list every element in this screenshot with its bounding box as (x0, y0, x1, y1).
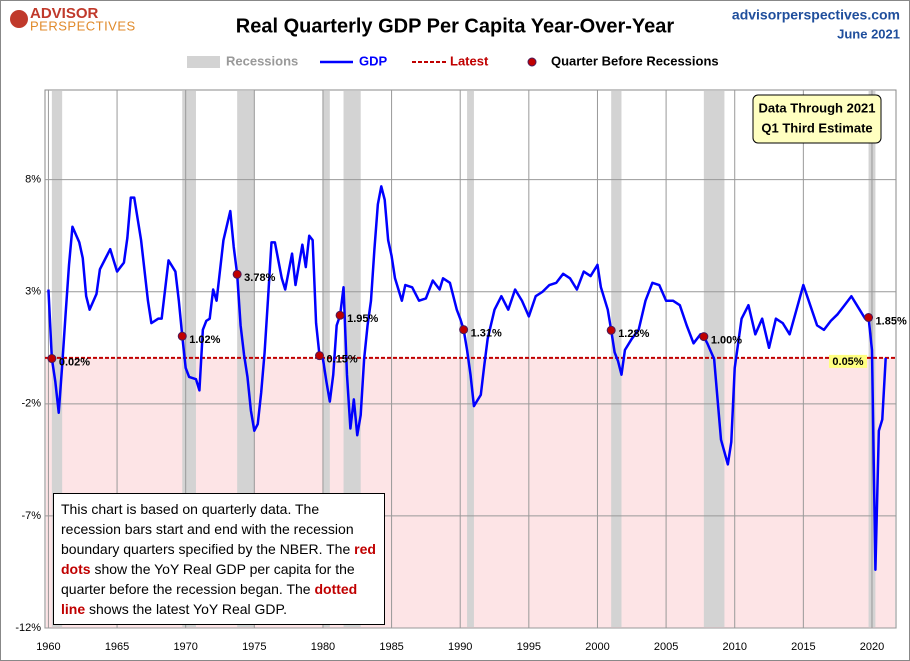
y-tick-label: 8% (25, 174, 41, 186)
date: June 2021 (837, 26, 900, 41)
x-tick-label: 2000 (585, 641, 609, 653)
logo-top: ADVISOR (30, 5, 99, 22)
x-tick-label: 2015 (791, 641, 815, 653)
marker-dot (315, 351, 325, 361)
marker-dot (459, 325, 469, 335)
legend-swatch (527, 57, 537, 67)
note-text: This chart is based on quarterly data. T… (61, 501, 355, 557)
marker-dot (606, 325, 616, 335)
legend-label: Quarter Before Recessions (551, 53, 719, 68)
logo-icon (10, 10, 28, 28)
x-tick-label: 1985 (379, 641, 403, 653)
marker-label: 1.31% (471, 328, 502, 340)
marker-label: 0.02% (59, 356, 90, 368)
y-tick-label: 3% (25, 286, 41, 298)
y-tick-label: -2% (21, 398, 41, 410)
marker-label: 1.00% (711, 334, 742, 346)
x-tick-label: 1995 (517, 641, 541, 653)
marker-label: 0.15% (327, 354, 358, 366)
y-tick-label: -12% (15, 622, 41, 634)
x-tick-label: 1975 (242, 641, 266, 653)
recession-bar (322, 91, 330, 627)
marker-dot (335, 310, 345, 320)
annotation-text: Data Through 2021 (758, 100, 875, 115)
legend-label: Recessions (226, 53, 298, 68)
latest-label-bg (829, 354, 867, 368)
x-tick-label: 1970 (173, 641, 197, 653)
note-emphasis: dotted line (61, 581, 358, 617)
recession-bar (467, 91, 474, 627)
note-text: shows the latest YoY Real GDP. (85, 601, 287, 617)
gdp-line (47, 185, 887, 571)
chart-title: Real Quarterly GDP Per Capita Year-Over-… (236, 15, 675, 37)
marker-label: 1.85% (876, 315, 907, 327)
marker-dot (47, 354, 57, 364)
legend-label: Latest (450, 53, 489, 68)
note-box: This chart is based on quarterly data. T… (53, 493, 385, 625)
x-tick-label: 1990 (448, 641, 472, 653)
x-tick-label: 2020 (860, 641, 884, 653)
x-tick-label: 1980 (311, 641, 335, 653)
marker-label: 1.02% (189, 334, 220, 346)
x-tick-label: 2010 (722, 641, 746, 653)
annotation-box (752, 94, 882, 144)
marker-dot (177, 331, 187, 341)
x-tick-label: 1965 (105, 641, 129, 653)
legend-label: GDP (359, 53, 388, 68)
recession-bar (51, 91, 63, 627)
legend-swatch (187, 56, 220, 68)
latest-label: 0.05% (832, 356, 863, 368)
marker-label: 1.28% (618, 328, 649, 340)
y-tick-label: -7% (21, 510, 41, 522)
marker-label: 1.95% (347, 313, 378, 325)
x-tick-label: 2005 (654, 641, 678, 653)
marker-label: 3.78% (244, 272, 275, 284)
marker-dot (232, 269, 242, 279)
note-text: show the YoY Real GDP per capita for the… (61, 561, 355, 597)
x-tick-label: 1960 (36, 641, 60, 653)
annotation-text: Q1 Third Estimate (761, 120, 872, 135)
logo-bottom: PERSPECTIVES (30, 18, 136, 33)
marker-dot (864, 313, 874, 323)
note-emphasis: red dots (61, 541, 376, 577)
source: advisorperspectives.com (732, 7, 900, 23)
marker-dot (699, 332, 709, 342)
